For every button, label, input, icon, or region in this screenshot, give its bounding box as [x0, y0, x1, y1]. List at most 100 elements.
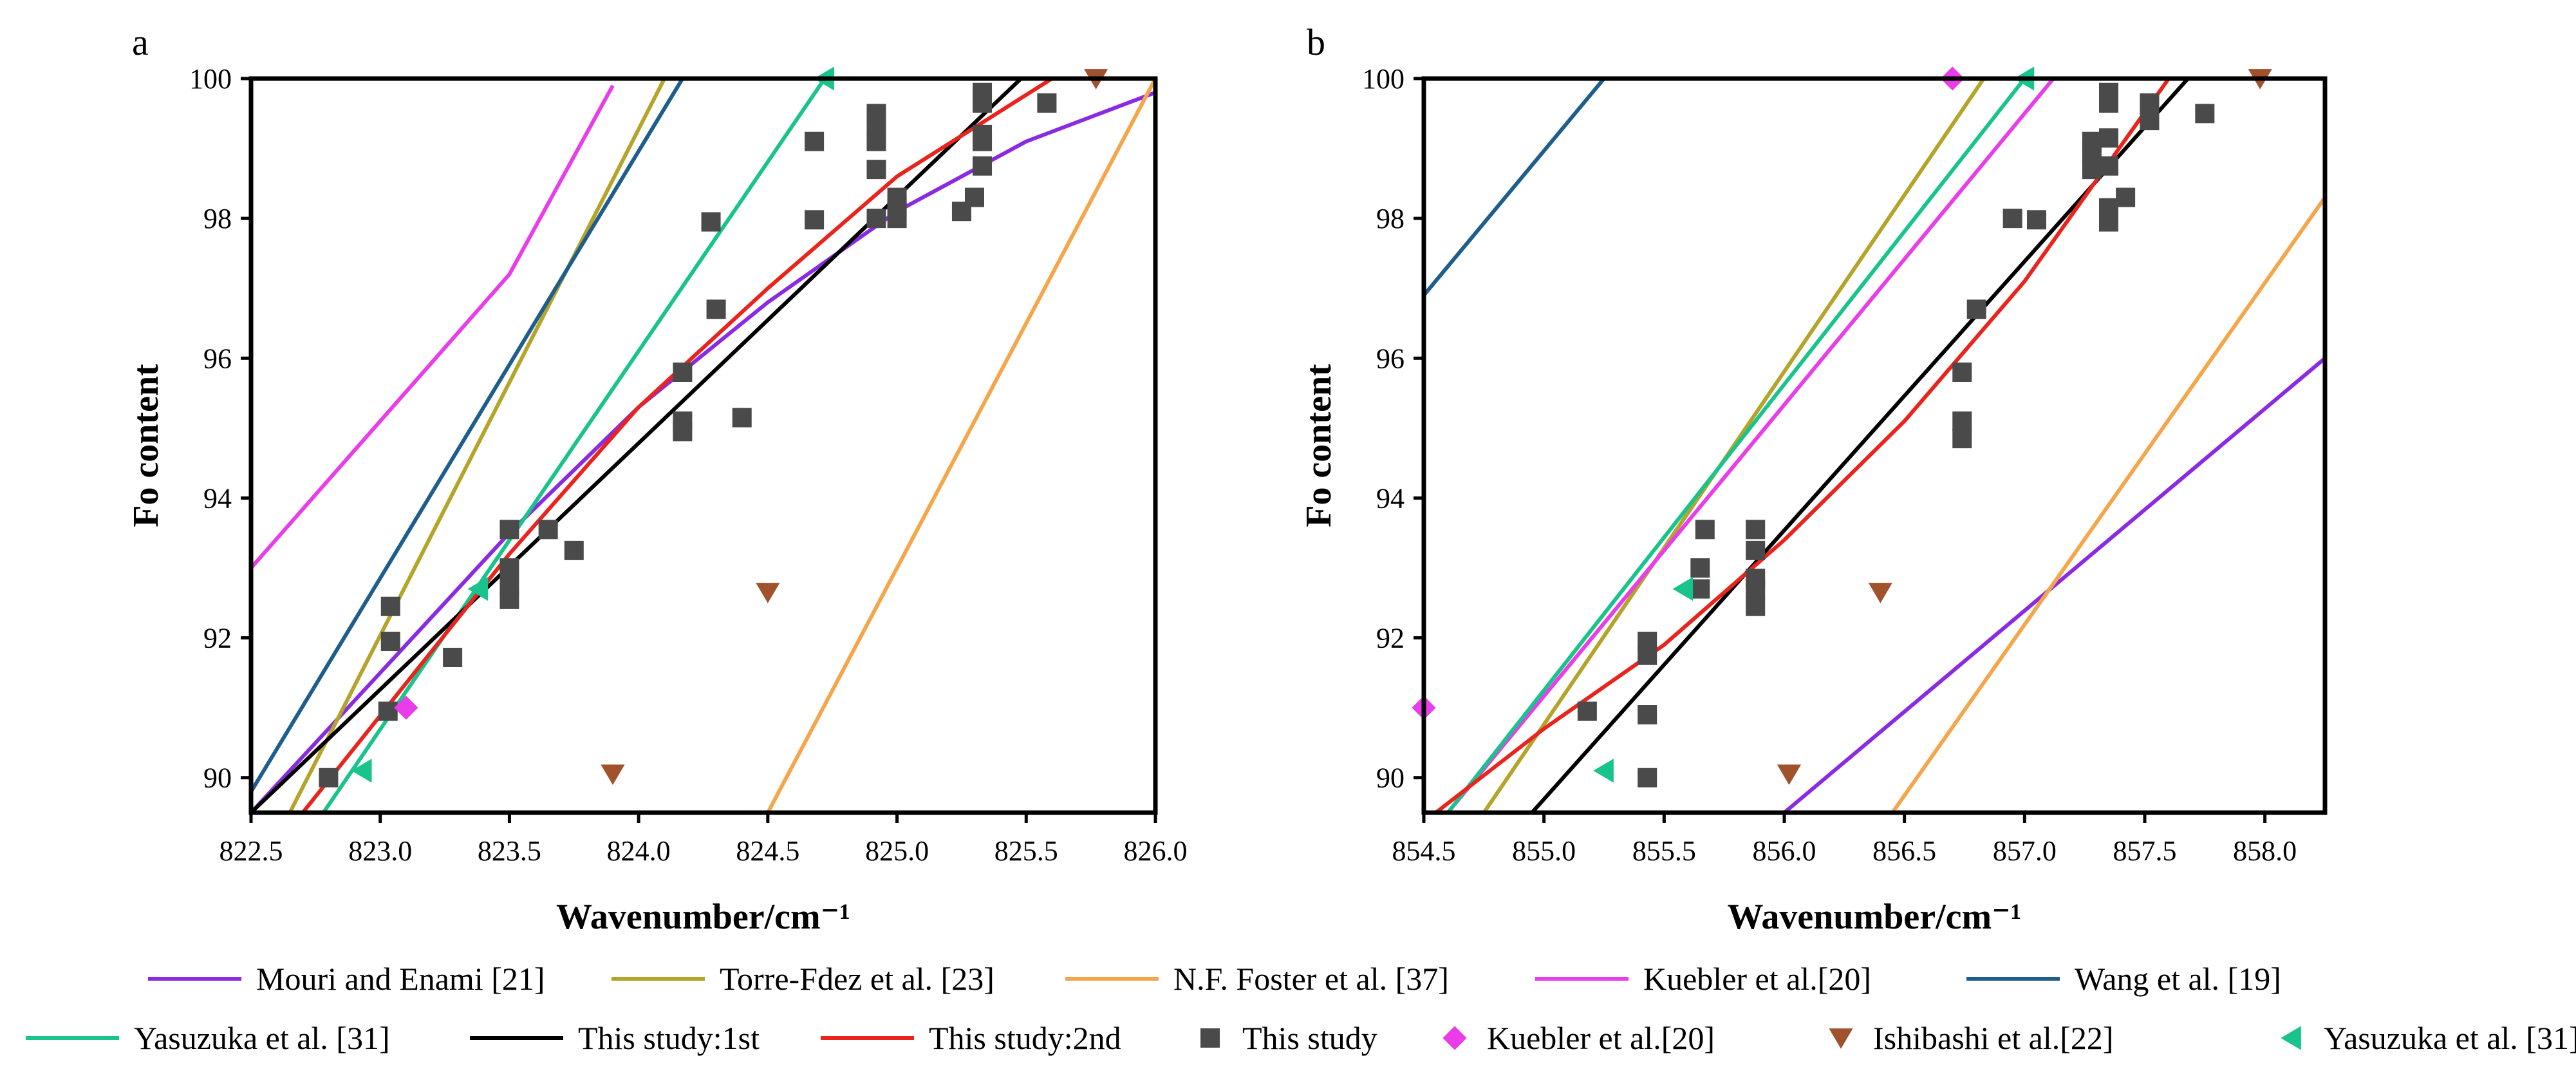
- panel-label: b: [1307, 21, 1325, 63]
- point-this-study: [866, 209, 886, 229]
- point-this-study: [499, 520, 519, 540]
- point-this-study: [706, 299, 726, 319]
- point-this-study: [1037, 93, 1057, 113]
- point-this-study: [2099, 198, 2118, 218]
- x-tick-label: 823.5: [478, 835, 541, 867]
- series-line-n-f-foster-et-al-37: [766, 79, 1155, 813]
- point-this-study: [1577, 701, 1597, 721]
- y-tick-label: 92: [1376, 623, 1405, 654]
- point-this-study: [1746, 596, 1766, 616]
- point-this-study: [380, 596, 400, 616]
- y-tick-label: 94: [203, 482, 232, 514]
- legend-label: Torre-Fdez et al. [23]: [720, 961, 994, 997]
- x-tick-label: 855.5: [1632, 835, 1696, 867]
- point-yasuzuka-et-al-31: [467, 576, 489, 601]
- point-this-study: [887, 187, 907, 207]
- point-this-study: [1952, 411, 1972, 431]
- point-this-study: [1952, 363, 1972, 382]
- chart-panel-b: b 854.5 855.0 855.5 856.0 856.5 857.0 857.5 858.…: [1299, 21, 2328, 937]
- chart-panel-a: a 822.5 823.0 823.5 824.0 824.5 825.0 825.5 826.…: [126, 21, 1188, 937]
- y-tick-label: 90: [1376, 762, 1405, 794]
- x-tick-label: 825.5: [994, 835, 1058, 867]
- series-line-wang-et-al-19: [251, 79, 684, 793]
- legend-label: Ishibashi et al.[22]: [1873, 1020, 2114, 1056]
- x-tick-label: 855.0: [1512, 835, 1576, 867]
- point-this-study: [1746, 540, 1766, 560]
- legend-item-this-study: This study: [1200, 1020, 1377, 1056]
- point-this-study: [673, 363, 693, 382]
- point-this-study: [1695, 520, 1715, 540]
- point-this-study: [1690, 579, 1710, 599]
- legend-item-yasuzuka-et-al-31: Yasuzuka et al. [31]: [2281, 1020, 2576, 1056]
- x-tick-label: 826.0: [1124, 835, 1188, 867]
- point-this-study: [866, 104, 886, 124]
- point-this-study: [2116, 187, 2136, 207]
- legend-label: N.F. Foster et al. [37]: [1173, 961, 1449, 997]
- legend-swatch-marker: [1442, 1026, 1467, 1050]
- point-ishibashi-et-al-22: [1868, 583, 1892, 603]
- plot-area: [251, 79, 1155, 813]
- point-this-study: [2099, 156, 2118, 176]
- point-this-study: [538, 520, 558, 540]
- y-tick-label: 100: [1362, 63, 1405, 95]
- y-tick-label: 90: [203, 762, 232, 794]
- point-this-study: [866, 160, 886, 180]
- point-this-study: [1690, 558, 1710, 578]
- point-this-study: [378, 701, 398, 721]
- panel-label: a: [132, 21, 149, 63]
- point-this-study: [2099, 128, 2118, 148]
- point-this-study: [2099, 82, 2118, 102]
- x-axis-title: Wavenumber/cm⁻¹: [1728, 897, 2022, 937]
- y-tick-label: 96: [1376, 343, 1405, 374]
- x-tick-label: 824.0: [607, 835, 671, 867]
- point-this-study: [499, 558, 519, 578]
- legend-label: This study:1st: [578, 1020, 760, 1056]
- legend-label: Yasuzuka et al. [31]: [2324, 1020, 2576, 1056]
- point-this-study: [965, 187, 984, 207]
- scatter-markers: [319, 66, 1108, 788]
- point-this-study: [973, 156, 993, 176]
- point-this-study: [1952, 429, 1972, 449]
- x-axis-title: Wavenumber/cm⁻¹: [556, 897, 850, 937]
- x-tick-label: 824.5: [736, 835, 799, 867]
- x-tick-label: 825.0: [865, 835, 929, 867]
- point-this-study: [564, 540, 584, 560]
- legend-label: Mouri and Enami [21]: [256, 961, 545, 997]
- point-this-study: [2002, 209, 2022, 229]
- x-tick-label: 822.5: [219, 835, 283, 867]
- legend-swatch-marker: [1200, 1028, 1220, 1048]
- legend-item-ishibashi-et-al-22: Ishibashi et al.[22]: [1829, 1020, 2114, 1056]
- point-this-study: [319, 768, 339, 788]
- scatter-markers: [1412, 66, 2272, 788]
- point-this-study: [2195, 104, 2215, 124]
- point-yasuzuka-et-al-31: [351, 759, 372, 783]
- legend-swatch-marker: [2281, 1026, 2301, 1050]
- plot-frame: [1421, 76, 2328, 815]
- point-this-study: [1746, 520, 1766, 540]
- point-yasuzuka-et-al-31: [1593, 759, 1614, 783]
- point-ishibashi-et-al-22: [601, 764, 625, 786]
- point-this-study: [2027, 210, 2046, 230]
- point-this-study: [2082, 160, 2102, 180]
- legend-label: Wang et al. [19]: [2075, 961, 2281, 997]
- series-line-this-study-1st: [1530, 79, 2190, 813]
- legend-label: Kuebler et al.[20]: [1643, 961, 1871, 997]
- legend-label: This study:2nd: [929, 1020, 1121, 1056]
- legend-label: Kuebler et al.[20]: [1487, 1020, 1715, 1056]
- point-this-study: [1638, 768, 1657, 788]
- legend-item-torre-fdez-et-al-23: Torre-Fdez et al. [23]: [611, 961, 994, 997]
- x-tick-label: 858.0: [2233, 835, 2297, 867]
- plot-area: [1424, 79, 2325, 813]
- series-line-this-study-2nd: [301, 79, 1054, 813]
- legend-item-kuebler-et-al-20: Kuebler et al.[20]: [1442, 1020, 1715, 1056]
- y-axis-title: Fo content: [126, 364, 166, 527]
- x-tick-label: 856.0: [1753, 835, 1816, 867]
- x-tick-label: 857.5: [2113, 835, 2177, 867]
- legend-item-mouri-and-enami-21: Mouri and Enami [21]: [148, 961, 545, 997]
- plot-frame: [248, 76, 1158, 815]
- series-line-mouri-and-enami-21: [251, 90, 1155, 813]
- point-this-study: [499, 576, 519, 596]
- series-line-this-study-2nd: [1434, 79, 2170, 813]
- point-this-study: [2082, 131, 2102, 151]
- x-tick-label: 856.5: [1872, 835, 1936, 867]
